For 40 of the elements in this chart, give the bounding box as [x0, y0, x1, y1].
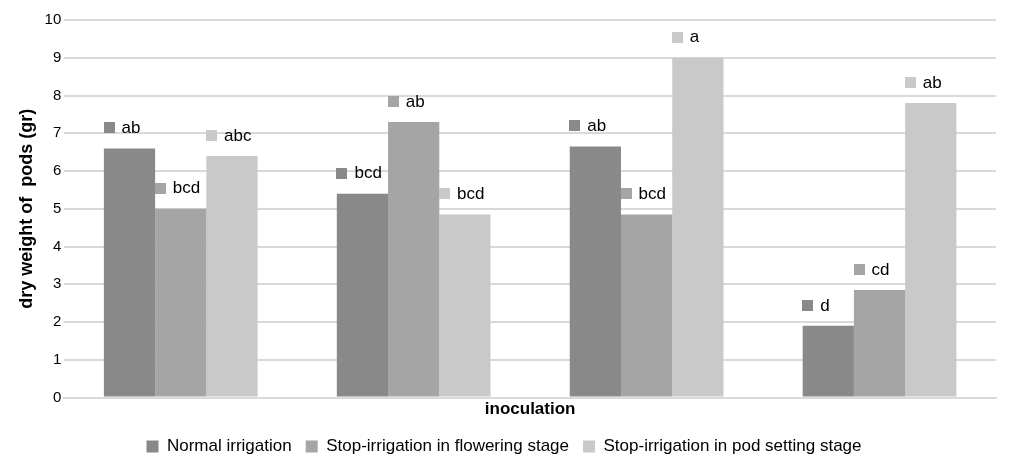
data-label: abc — [223, 125, 252, 145]
bar — [388, 121, 440, 397]
data-label: ab — [405, 91, 425, 111]
x-axis-title: inoculation — [484, 399, 576, 419]
y-tick-label: 7 — [52, 123, 62, 141]
data-label: a — [689, 27, 700, 47]
data-label: ab — [121, 118, 141, 138]
data-label: cd — [871, 259, 890, 279]
y-tick-label: 10 — [44, 10, 62, 28]
data-label: d — [820, 295, 830, 315]
legend-label: Stop-irrigation in flowering stage — [326, 436, 570, 456]
bar — [569, 146, 621, 397]
y-tick-label: 6 — [52, 161, 62, 179]
y-tick-label: 8 — [52, 85, 62, 103]
bar — [439, 214, 491, 397]
y-axis-title: dry weight of pods (gr) — [15, 108, 36, 309]
data-label: bcd — [456, 184, 485, 204]
data-label: bcd — [172, 178, 201, 198]
legend-label: Normal irrigation — [166, 436, 292, 456]
bar — [905, 103, 957, 397]
y-tick-label: 0 — [52, 387, 62, 405]
data-label: bcd — [638, 184, 667, 204]
y-tick-label: 2 — [52, 312, 62, 330]
data-label: bcd — [354, 163, 382, 183]
y-tick-label: 1 — [52, 349, 62, 367]
bar — [336, 193, 389, 397]
bar — [672, 57, 724, 397]
bar — [853, 289, 906, 397]
bar — [620, 214, 673, 397]
bar — [802, 325, 854, 397]
y-tick-label: 9 — [52, 47, 62, 65]
bar — [103, 148, 156, 397]
y-tick-label: 5 — [52, 198, 62, 216]
data-label: ab — [587, 116, 607, 136]
bar — [155, 208, 207, 397]
data-label: ab — [922, 72, 942, 92]
y-tick-label: 3 — [52, 274, 62, 292]
bar — [206, 155, 258, 397]
legend-label: Stop-irrigation in pod setting stage — [603, 436, 862, 456]
y-tick-label: 4 — [52, 236, 62, 254]
